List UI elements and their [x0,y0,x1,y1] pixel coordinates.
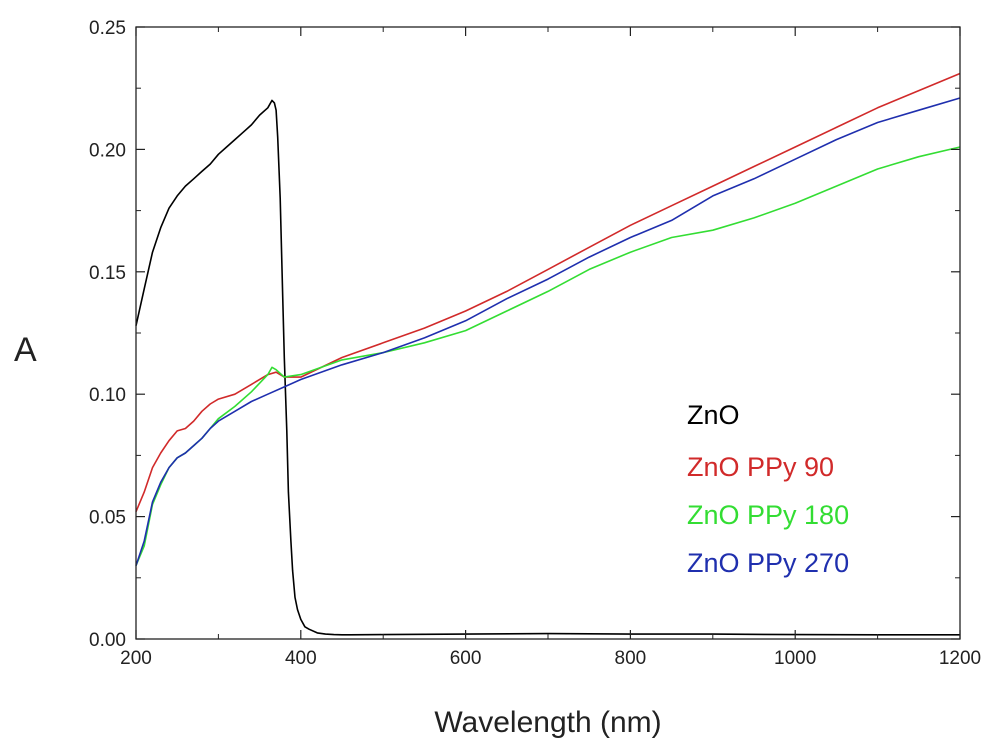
legend: ZnO ZnO PPy 90 ZnO PPy 180 ZnO PPy 270 [687,400,849,578]
y-tick-label: 0.00 [89,630,126,651]
x-axis-label: Wavelength (nm) [434,706,661,739]
y-tick-label: 0.15 [89,263,126,284]
x-tick-label: 1200 [939,648,981,669]
y-axis-label: A [14,331,37,369]
x-tick-label: 200 [120,648,152,669]
series-line-zno [135,99,960,636]
tick-labels-layer: 200 400 600 800 1000 1200 0.00 0.05 0.10 0.15 0.20… [89,18,981,669]
y-tick-label: 0.10 [89,385,126,406]
series-line-zno-ppy-90 [135,72,961,513]
legend-entry-zno: ZnO [687,400,740,430]
y-tick-label: 0.05 [89,508,126,529]
series-layer [135,72,961,636]
x-tick-label: 600 [450,648,482,669]
x-tick-label: 400 [285,648,317,669]
y-tick-label: 0.20 [89,140,126,161]
x-tick-label: 1000 [774,648,816,669]
series-line-zno-ppy-270 [135,97,961,566]
x-tick-label: 800 [615,648,647,669]
legend-entry-zno-ppy-180: ZnO PPy 180 [687,500,849,530]
legend-entry-zno-ppy-90: ZnO PPy 90 [687,452,834,482]
ticks-layer [135,26,961,640]
legend-entry-zno-ppy-270: ZnO PPy 270 [687,548,849,578]
y-tick-label: 0.25 [89,18,126,39]
